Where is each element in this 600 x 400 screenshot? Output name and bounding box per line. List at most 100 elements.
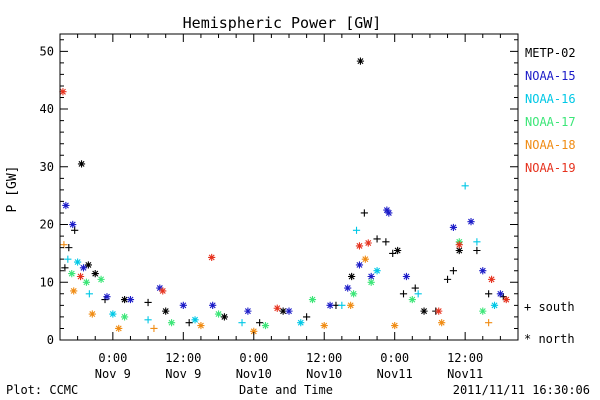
data-point [61,264,69,272]
data-point [244,307,252,315]
data-point [85,290,93,298]
y-tick-label: 40 [40,102,54,116]
legend-entry: NOAA-15 [525,69,576,83]
data-point [383,206,391,214]
data-point [367,272,375,281]
legend-entry: NOAA-17 [525,115,576,129]
data-point [367,278,375,286]
data-point [144,316,152,324]
data-point [167,319,176,327]
data-point [103,293,111,301]
legend-entry: NOAA-16 [525,92,576,106]
data-point [279,307,287,315]
chart-title: Hemispheric Power [GW] [183,14,382,32]
x-tick-time: 0:00 [239,351,268,365]
data-point [373,235,381,243]
data-point [250,327,258,335]
data-point [64,255,72,263]
data-point [408,295,416,304]
data-point [402,272,411,281]
data-point [455,241,463,249]
data-point [308,295,317,304]
data-point [238,319,246,327]
x-tick-date: Nov11 [377,367,413,381]
data-point [76,272,85,281]
data-point [185,319,193,327]
data-point [69,220,77,229]
legend-north-marker: * north [524,332,575,346]
y-axis-label: P [GW] [5,166,20,213]
data-point [356,57,365,65]
data-point [68,270,76,278]
data-point [120,295,129,304]
data-point [461,182,469,190]
data-point [303,313,311,321]
data-point [209,301,217,309]
data-point [467,218,475,226]
data-point [285,307,293,315]
data-point [197,321,205,330]
x-tick-time: 0:00 [98,351,127,365]
data-point [485,290,493,298]
data-point [399,290,408,298]
plot-timestamp: 2011/11/11 16:30:06 [453,383,590,397]
plot-area: 0 10 20 30 40 50 0:00 Nov 9 12:00 Nov 9 0:00 Nov10 1… [40,33,519,381]
legend-entry: METP-02 [525,46,576,60]
data-point [479,307,487,315]
data-point [77,160,86,168]
data-point [373,267,381,275]
data-point [79,264,88,272]
data-point [361,255,369,263]
x-tick-date: Nov 9 [95,367,131,381]
data-point [394,246,402,255]
x-tick-time: 12:00 [306,351,342,365]
data-point [420,307,428,315]
y-tick-label: 50 [40,44,54,58]
data-point [70,287,78,295]
data-point [414,290,422,298]
data-point [71,226,79,234]
data-point [120,313,129,321]
data-point [320,321,328,330]
legend-entry: NOAA-19 [525,161,576,175]
legend-entry: NOAA-18 [525,138,576,152]
data-point [261,321,270,330]
plot-frame [59,33,519,341]
x-tick-time: 12:00 [447,351,483,365]
data-point [109,310,117,318]
data-point [84,261,92,269]
data-point [256,319,264,327]
data-point [364,239,372,247]
data-point [156,284,164,292]
x-tick-time: 0:00 [380,351,409,365]
legend-south-marker: + south [524,300,575,314]
data-point [347,301,355,309]
data-point [355,261,364,269]
x-tick-date: Nov10 [236,367,272,381]
x-tick-date: Nov 9 [165,367,201,381]
data-point [179,301,187,309]
x-axis-label: Date and Time [239,383,333,397]
data-point [97,275,105,283]
data-point [455,246,463,255]
plot-credit: Plot: CCMC [6,383,78,397]
series-legend: METP-02 NOAA-15 NOAA-16 NOAA-17 NOAA-18 NOAA-… [525,46,576,175]
data-point [487,275,496,283]
data-point [435,307,443,315]
data-point [355,242,364,250]
data-point [91,270,99,278]
data-point [297,319,305,327]
data-point [382,238,390,246]
data-point [349,290,358,298]
data-point [273,304,281,312]
data-point [479,267,487,275]
data-point [326,301,334,309]
data-point [449,223,458,232]
data-point [150,324,158,333]
data-point [74,258,82,266]
data-point [344,284,352,292]
data-point [88,310,96,318]
data-point [144,298,152,307]
